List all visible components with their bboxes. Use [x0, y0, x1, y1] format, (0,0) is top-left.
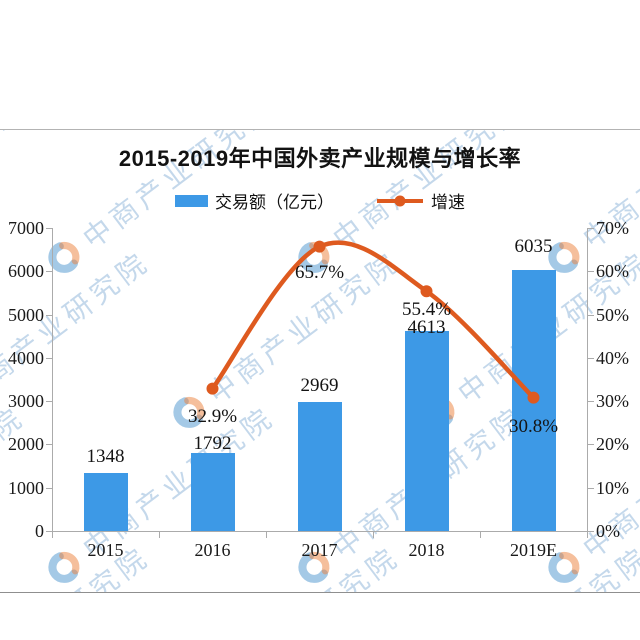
bar-2015 — [83, 472, 128, 531]
watermark-logo-icon — [48, 241, 80, 273]
watermark-item: 中商产业研究院 — [538, 396, 640, 592]
y-axis-right-tick — [588, 271, 594, 273]
x-axis-label: 2015 — [87, 540, 124, 560]
y-axis-left-label: 3000 — [8, 391, 44, 412]
y-axis-right-tick — [588, 487, 594, 489]
y-axis-left-label: 6000 — [8, 261, 44, 282]
watermark-logo-icon — [173, 396, 205, 428]
y-axis-left-label: 5000 — [8, 304, 44, 325]
x-axis-line — [52, 531, 588, 532]
y-axis-left-label: 4000 — [8, 347, 44, 368]
watermark-item: 中商产业研究院 — [538, 130, 640, 284]
y-axis-right-tick — [588, 314, 594, 316]
watermark-item: 中商产业研究院 — [288, 396, 533, 592]
y-axis-right-label: 70% — [596, 218, 629, 238]
x-axis-tick — [52, 532, 53, 538]
y-axis-right-label: 60% — [596, 261, 629, 282]
y-axis-right-label: 50% — [596, 304, 629, 325]
bar-2019E — [511, 269, 556, 531]
bar-2017 — [297, 402, 342, 531]
y-axis-left-tick — [46, 228, 52, 229]
y-axis-right-tick — [588, 444, 594, 446]
y-axis-left-label: 2000 — [8, 434, 44, 455]
y-axis-right-tick — [588, 228, 594, 229]
bar-2018 — [404, 331, 449, 531]
watermark-layer: 中商产业研究院 中商产业研究院 中商产业研究院 中商产业研究院 中商产业研究院 中商产业研… — [0, 130, 640, 592]
y-axis-right-label: 10% — [596, 477, 629, 498]
watermark-item: 中商产业研究院 — [163, 241, 408, 439]
chart-region: 中商产业研究院 中商产业研究院 中商产业研究院 中商产业研究院 中商产业研究院 中商产业研… — [0, 129, 640, 593]
y-axis-right-tick — [588, 531, 594, 532]
y-axis-left-tick — [46, 314, 52, 316]
y-axis-left-label: 7000 — [8, 218, 44, 238]
x-axis-tick — [587, 532, 588, 538]
y-axis-right-line — [587, 228, 588, 531]
x-axis-label: 2018 — [408, 540, 445, 560]
y-axis-right-label: 40% — [596, 347, 629, 368]
y-axis-left-line — [52, 228, 53, 531]
x-axis-tick — [373, 532, 374, 538]
y-axis-left-tick — [46, 531, 52, 532]
y-axis-left-tick — [46, 401, 52, 403]
y-axis-right-tick — [588, 401, 594, 403]
y-axis-right-tick — [588, 357, 594, 359]
y-axis-left-label: 1000 — [8, 477, 44, 498]
watermark-item: 中商产业研究院 — [38, 130, 283, 284]
watermark-logo-icon — [548, 551, 580, 583]
plot-layer: 0 1000 2000 3000 4000 5000 6000 7000 0% 10% 20% 30%… — [0, 130, 640, 592]
bar-2016 — [190, 453, 235, 531]
y-axis-left-tick — [46, 357, 52, 359]
x-axis-label: 2019E — [510, 540, 557, 560]
x-axis-tick — [159, 532, 160, 538]
y-axis-right-label: 0% — [596, 521, 620, 541]
x-axis-tick — [480, 532, 481, 538]
y-axis-left-tick — [46, 487, 52, 489]
x-axis-label: 2017 — [301, 540, 338, 560]
watermark-logo-icon — [298, 551, 330, 583]
watermark-logo-icon — [48, 551, 80, 583]
y-axis-left-tick — [46, 271, 52, 273]
watermark-logo-icon — [548, 241, 580, 273]
x-axis-label: 2016 — [194, 540, 231, 560]
x-axis-tick — [266, 532, 267, 538]
y-axis-left-tick — [46, 444, 52, 446]
y-axis-right-label: 20% — [596, 434, 629, 455]
y-axis-right-label: 30% — [596, 391, 629, 412]
watermark-item: 中商产业研究院 — [38, 396, 283, 592]
y-axis-left-label: 0 — [35, 521, 44, 541]
